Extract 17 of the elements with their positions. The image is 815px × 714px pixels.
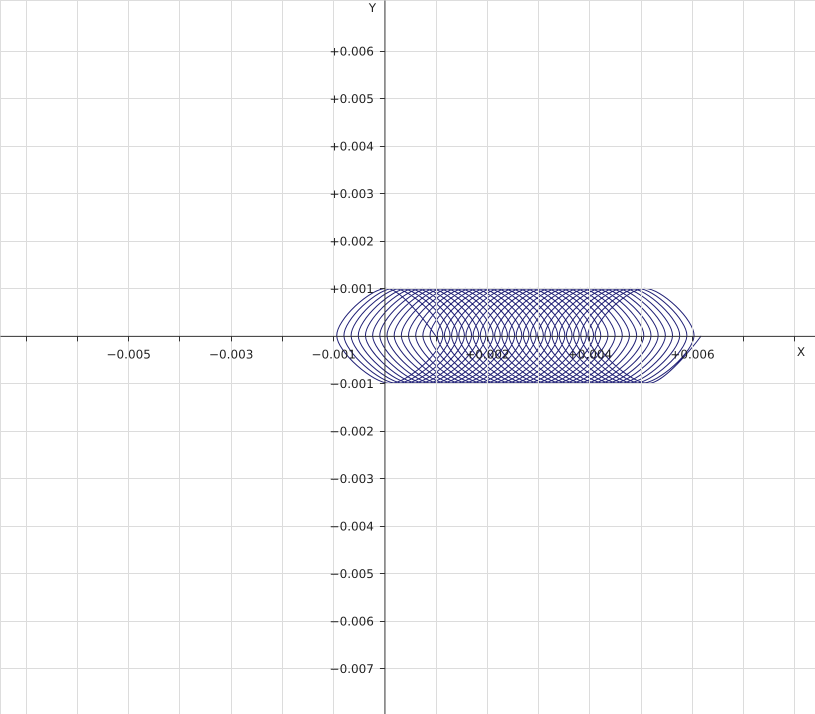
y-tick-label: +0.005 — [330, 92, 374, 106]
y-tick-label: +0.002 — [330, 234, 374, 248]
y-tick-label: −0.006 — [330, 614, 374, 628]
y-axis-title: Y — [368, 1, 377, 15]
x-tick-label: −0.005 — [106, 347, 151, 362]
y-tick-label: −0.005 — [330, 566, 374, 581]
y-tick-label: −0.002 — [330, 424, 374, 438]
x-axis-title: X — [796, 344, 806, 359]
y-tick-label: −0.001 — [330, 376, 374, 391]
y-tick-label: +0.001 — [330, 282, 374, 296]
y-tick-label: −0.007 — [330, 662, 374, 676]
y-tick-label: −0.004 — [330, 519, 374, 534]
y-tick-label: +0.004 — [330, 139, 374, 154]
x-tick-label: −0.003 — [208, 347, 254, 362]
y-tick-label: −0.003 — [330, 472, 374, 486]
y-tick-label: +0.003 — [330, 186, 374, 201]
y-tick-label: +0.006 — [330, 44, 374, 58]
